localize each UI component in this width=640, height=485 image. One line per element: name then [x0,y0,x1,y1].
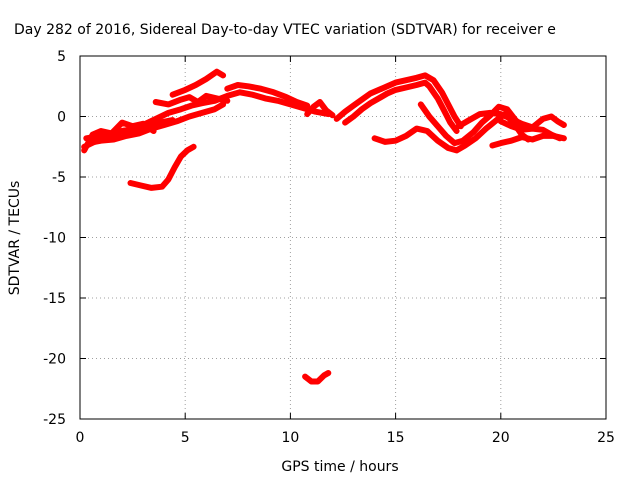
axis-ticks [79,55,607,420]
series-layer [81,68,567,385]
sdtvar-series-line [304,99,336,119]
sdtvar-series-line [302,370,332,385]
y-tick-label: -5 [52,170,66,186]
sdtvar-series-line [83,89,332,142]
y-tick-label: -10 [43,231,66,247]
sdtvar-series-line [127,143,197,191]
x-tick-label: 10 [281,430,299,446]
y-tick-label: 0 [57,110,66,126]
x-axis-label: GPS time / hours [281,459,398,475]
sdtvar-series-line [169,68,227,98]
x-tick-label: 0 [76,430,85,446]
sdtvar-series-line [417,101,527,147]
sdtvar-series-line [333,72,464,130]
x-tick-label: 25 [597,430,615,446]
y-tick-label: -15 [43,291,66,307]
sdtvar-series-line [152,92,231,108]
tick-labels: 0 5 10 15 20 25 5 0 -5 -10 -15 -20 -25 [43,49,615,446]
y-tick-label: 5 [57,49,66,65]
chart-title: Day 282 of 2016, Sidereal Day-to-day VTE… [14,22,556,38]
y-axis-label: SDTVAR / TECUs [7,181,23,296]
y-tick-label: -25 [43,412,66,428]
sdtvar-series-line [455,109,567,131]
x-tick-label: 15 [387,430,405,446]
sdtvar-series-line [224,82,311,109]
x-tick-label: 5 [181,430,190,446]
sdtvar-series-line [85,101,227,147]
y-tick-label: -20 [43,352,66,368]
sdtvar-series-line [497,118,563,142]
sdtvar-series-line [342,79,460,134]
x-tick-label: 20 [492,430,510,446]
